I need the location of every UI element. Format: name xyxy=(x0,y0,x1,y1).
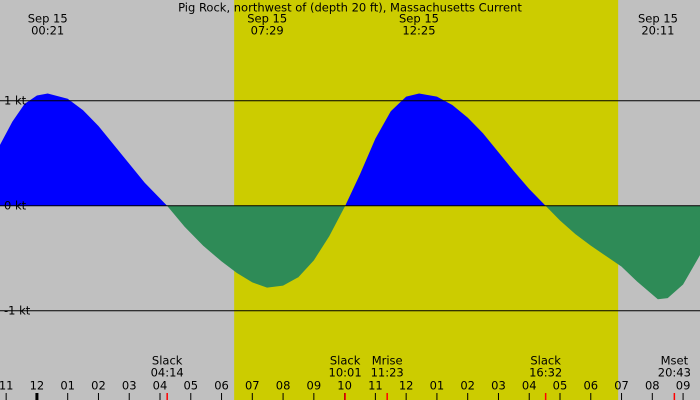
event-time: 12:25 xyxy=(402,24,435,38)
x-tick-label: 11 xyxy=(0,379,13,393)
flood-area xyxy=(0,93,168,206)
x-tick-label: 11 xyxy=(368,379,383,393)
ebb-area xyxy=(167,205,346,288)
event-time: 11:23 xyxy=(371,366,404,380)
x-tick-label: 01 xyxy=(60,379,75,393)
x-tick-label: 05 xyxy=(553,379,568,393)
x-tick-label: 04 xyxy=(522,379,537,393)
event-time: 07:29 xyxy=(251,24,284,38)
event-time: 16:32 xyxy=(529,366,562,380)
x-tick-label: 04 xyxy=(153,379,168,393)
x-tick-label: 12 xyxy=(30,379,45,393)
event-time: 20:11 xyxy=(641,24,674,38)
event-label: Mset xyxy=(661,354,689,368)
y-tick-label: 0 kt xyxy=(4,198,27,212)
flood-area xyxy=(345,93,546,206)
event-label: Slack xyxy=(530,354,561,368)
chart-title: Pig Rock, northwest of (depth 20 ft), Ma… xyxy=(178,1,522,15)
x-tick-label: 01 xyxy=(430,379,445,393)
x-tick-label: 02 xyxy=(91,379,106,393)
x-tick-label: 07 xyxy=(245,379,260,393)
x-tick-label: 09 xyxy=(307,379,322,393)
x-tick-label: 09 xyxy=(676,379,691,393)
x-tick-label: 02 xyxy=(460,379,475,393)
event-time: 00:21 xyxy=(31,24,64,38)
x-tick-label: 03 xyxy=(122,379,137,393)
event-label: Slack xyxy=(152,354,183,368)
event-date: Sep 15 xyxy=(638,12,678,26)
x-tick-label: 08 xyxy=(645,379,660,393)
event-label: Mrise xyxy=(372,354,403,368)
event-date: Sep 15 xyxy=(28,12,68,26)
x-tick-label: 06 xyxy=(583,379,598,393)
event-time: 04:14 xyxy=(151,366,184,380)
x-tick-label: 08 xyxy=(276,379,291,393)
y-tick-label: -1 kt xyxy=(4,303,31,317)
event-time: 10:01 xyxy=(329,366,362,380)
x-tick-label: 10 xyxy=(337,379,352,393)
event-date: Sep 15 xyxy=(247,12,287,26)
x-tick-label: 07 xyxy=(614,379,629,393)
x-tick-label: 06 xyxy=(214,379,229,393)
x-tick-label: 12 xyxy=(399,379,414,393)
y-tick-label: 1 kt xyxy=(4,93,27,107)
ebb-area xyxy=(545,205,700,300)
event-date: Sep 15 xyxy=(399,12,439,26)
event-label: Slack xyxy=(330,354,361,368)
x-tick-label: 03 xyxy=(491,379,506,393)
x-tick-label: 05 xyxy=(183,379,198,393)
event-time: 20:43 xyxy=(658,366,691,380)
